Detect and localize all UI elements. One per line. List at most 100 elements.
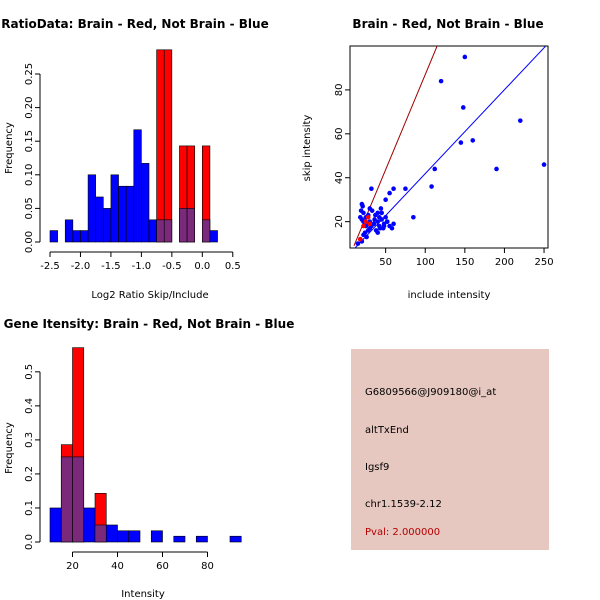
ratio-x-tick-label: -1.0: [132, 261, 152, 272]
brain-point: [361, 223, 366, 229]
not-brain-point: [383, 197, 388, 202]
not-brain-point: [364, 234, 369, 240]
gene-y-tick-label: 0.2: [24, 466, 35, 482]
not-brain-point: [460, 105, 466, 110]
not-brain-point: [438, 78, 444, 84]
not-brain-point: [470, 138, 476, 143]
ratio-blue-bar: [110, 174, 119, 243]
gene-y-tick-label: 0.0: [24, 534, 35, 550]
ratio-x-tick-label: -1.5: [101, 261, 121, 272]
gene-blue-bar: [83, 507, 96, 543]
gene-blue-bar: [72, 456, 85, 543]
brain-point: [367, 221, 373, 227]
scatter-plot-box: [349, 45, 549, 249]
ratio-blue-bar: [133, 129, 142, 243]
not-brain-point: [389, 225, 395, 231]
ratio-x-tick-label: -2.0: [71, 261, 91, 272]
not-brain-point: [355, 241, 361, 246]
ratio-blue-bar: [141, 163, 150, 243]
not-brain-point: [384, 219, 390, 224]
gene-histogram-title: Gene Itensity: Brain - Red, Not Brain - …: [4, 317, 295, 331]
not-brain-point: [371, 221, 377, 227]
not-brain-point: [432, 166, 438, 172]
gene-intensity-histogram: Gene Itensity: Brain - Red, Not Brain - …: [4, 317, 295, 600]
ratio-blue-bar: [125, 185, 135, 243]
ratio-histogram-title: RatioData: Brain - Red, Not Brain - Blue: [1, 17, 268, 31]
ratio-blue-bar: [163, 219, 173, 243]
ratio-blue-bar: [103, 208, 112, 243]
gene-blue-bar: [150, 530, 163, 543]
not-brain-point: [381, 223, 387, 229]
gene-histogram-ylabel: Frequency: [4, 422, 15, 474]
not-brain-point: [378, 206, 384, 211]
ratio-blue-bar: [148, 219, 157, 243]
gene-blue-bar: [60, 456, 73, 543]
scatter-title: Brain - Red, Not Brain - Blue: [352, 17, 543, 31]
ratio-y-tick-label: 0.05: [24, 197, 35, 219]
ratio-blue-bar: [156, 219, 165, 243]
brain-point: [357, 236, 363, 242]
ratio-blue-bar: [64, 219, 74, 243]
ratio-x-tick-label: -2.5: [40, 261, 60, 272]
not-brain-point: [383, 214, 388, 220]
not-brain-point: [377, 225, 383, 231]
not-brain-point: [357, 214, 363, 220]
ratio-red-bar: [156, 49, 165, 243]
scatter-x-tick-label: 250: [534, 257, 553, 268]
intensity-scatter: Brain - Red, Not Brain - Blue include in…: [302, 17, 554, 301]
gene-blue-bar: [173, 535, 186, 543]
gene-blue-bar: [128, 530, 141, 543]
ratio-blue-bar: [95, 196, 104, 243]
not-brain-point: [391, 221, 396, 227]
ratio-y-tick-label: 0.10: [24, 164, 35, 186]
gene-x-tick-label: 40: [111, 561, 124, 572]
gene-blue-bar: [117, 530, 130, 543]
scatter-y-tick-label: 20: [334, 215, 345, 228]
not-brain-point: [391, 186, 396, 192]
ratio-blue-bar: [209, 230, 218, 243]
scatter-y-tick-label: 60: [334, 127, 345, 140]
probe-info-panel: G6809566@J909180@i_at altTxEnd Igsf9 chr…: [351, 349, 549, 550]
ratio-x-tick-label: 0.0: [194, 261, 210, 272]
scatter-y-tick-label: 80: [334, 84, 345, 97]
gene-blue-bar: [105, 524, 118, 543]
gene-symbol: Igsf9: [365, 462, 390, 473]
not-brain-point: [369, 186, 374, 192]
gene-x-tick-label: 80: [201, 561, 214, 572]
ratio-blue-bar: [72, 230, 81, 243]
not-brain-point: [411, 214, 416, 220]
gene-y-tick-label: 0.3: [24, 432, 35, 448]
gene-x-tick-label: 60: [156, 561, 169, 572]
ratio-blue-bar: [186, 208, 195, 243]
blue-fit-line: [354, 46, 547, 248]
not-brain-point: [375, 230, 381, 235]
not-brain-point: [379, 210, 384, 216]
scatter-x-tick-label: 50: [379, 257, 392, 268]
genomic-location: chr1.1539-2.12: [365, 499, 442, 510]
gene-y-tick-label: 0.4: [24, 398, 35, 414]
ratio-blue-bar: [118, 185, 127, 243]
ratio-x-tick-label: 0.5: [225, 261, 241, 272]
gene-y-tick-label: 0.1: [24, 500, 35, 516]
not-brain-point: [367, 206, 373, 211]
ratio-blue-bar: [87, 174, 96, 243]
not-brain-point: [358, 208, 364, 213]
not-brain-point: [462, 54, 468, 60]
ratio-histogram: RatioData: Brain - Red, Not Brain - Blue…: [1, 17, 268, 301]
not-brain-point: [541, 162, 547, 167]
ratio-histogram-ylabel: Frequency: [4, 122, 15, 174]
ratio-x-tick-label: -0.5: [162, 261, 182, 272]
not-brain-point: [373, 212, 378, 218]
not-brain-point: [372, 217, 377, 222]
gene-x-tick-label: 20: [66, 561, 79, 572]
ratio-blue-bar: [202, 219, 211, 243]
ratio-y-tick-label: 0.20: [24, 96, 35, 118]
gene-blue-bar: [49, 507, 62, 543]
ratio-y-tick-label: 0.25: [24, 63, 35, 85]
brain-point: [365, 214, 371, 220]
not-brain-point: [387, 190, 392, 196]
not-brain-point: [429, 184, 434, 189]
scatter-y-tick-label: 40: [334, 171, 345, 184]
gene-blue-bar: [195, 535, 208, 543]
